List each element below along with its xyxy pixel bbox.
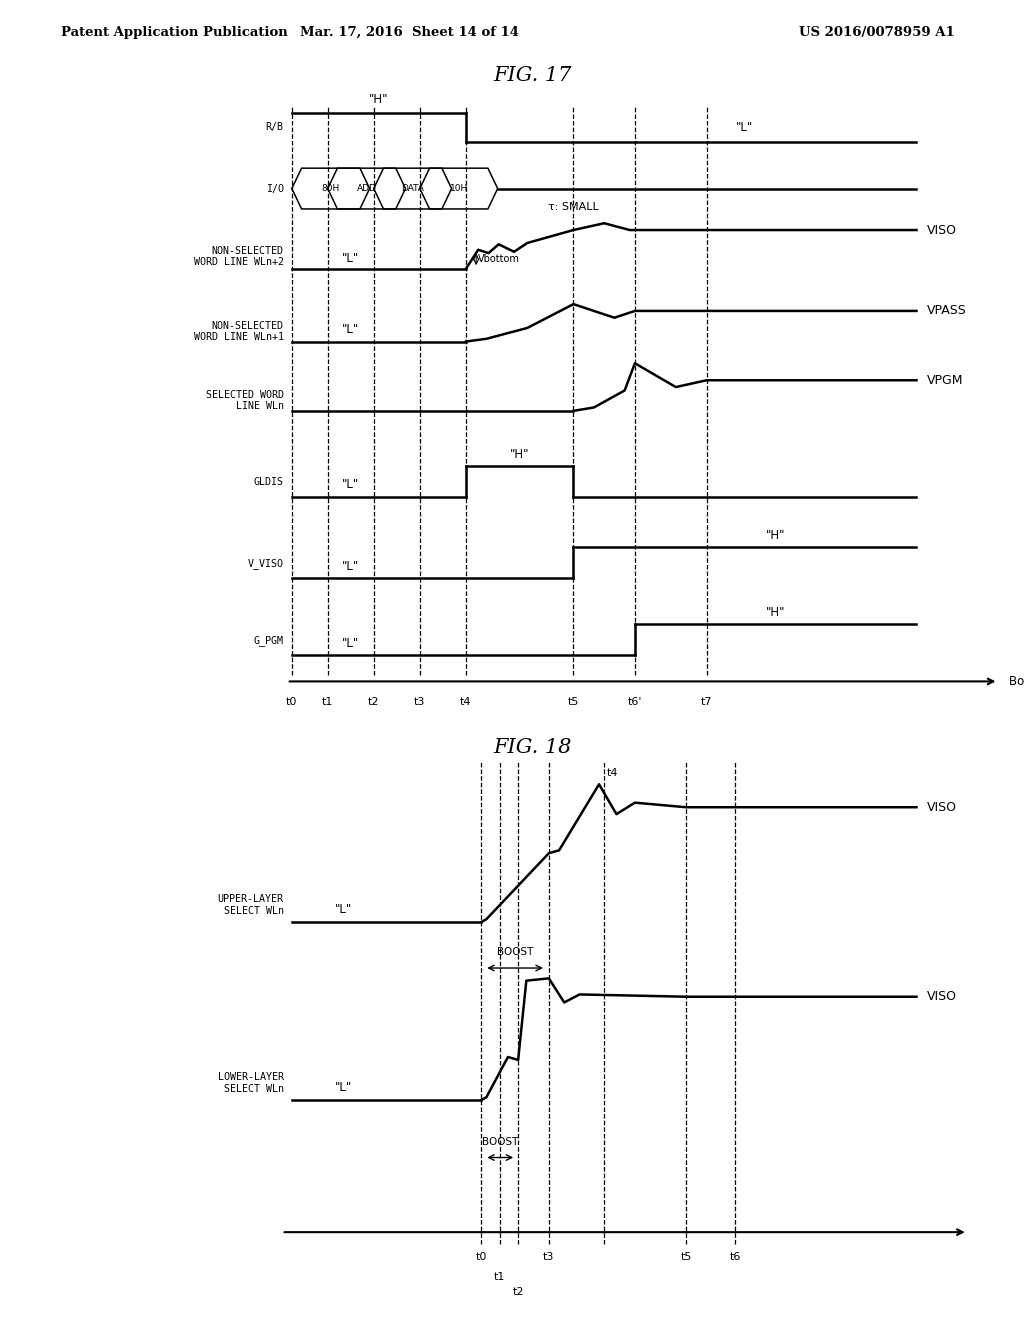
Text: t2: t2 <box>512 1253 524 1262</box>
Text: "L": "L" <box>342 252 359 265</box>
Text: t3: t3 <box>543 1253 555 1262</box>
Text: ADD: ADD <box>356 183 377 193</box>
Text: VISO: VISO <box>927 223 956 236</box>
Text: t4: t4 <box>460 697 472 708</box>
Text: τ: SMALL: τ: SMALL <box>548 202 599 211</box>
Text: t1: t1 <box>494 1253 506 1262</box>
Text: 80H: 80H <box>322 183 340 193</box>
Text: "H": "H" <box>369 92 389 106</box>
Text: t7: t7 <box>700 697 713 708</box>
Text: R/B: R/B <box>265 123 284 132</box>
Text: "L": "L" <box>342 478 359 491</box>
Text: Mar. 17, 2016  Sheet 14 of 14: Mar. 17, 2016 Sheet 14 of 14 <box>300 26 519 40</box>
Text: t0: t0 <box>475 1253 487 1262</box>
Text: Bottom WL: Bottom WL <box>1009 675 1024 688</box>
Text: t5: t5 <box>680 1253 692 1262</box>
Text: SELECTED WORD
LINE WLn: SELECTED WORD LINE WLn <box>206 389 284 412</box>
Text: VPGM: VPGM <box>927 374 964 387</box>
Text: t0: t0 <box>286 697 298 708</box>
Text: "H": "H" <box>766 606 785 619</box>
Text: "L": "L" <box>342 323 359 337</box>
Text: "L": "L" <box>736 121 754 135</box>
Text: t5: t5 <box>567 697 580 708</box>
Text: "H": "H" <box>766 529 785 543</box>
Text: FIG. 18: FIG. 18 <box>494 738 571 758</box>
Text: V_VISO: V_VISO <box>248 558 284 569</box>
Text: "L": "L" <box>335 1081 351 1094</box>
Text: NON-SELECTED
WORD LINE WLn+2: NON-SELECTED WORD LINE WLn+2 <box>194 246 284 268</box>
Text: "L": "L" <box>335 903 351 916</box>
Text: t2: t2 <box>512 1253 524 1262</box>
Text: Patent Application Publication: Patent Application Publication <box>61 26 288 40</box>
Text: t6': t6' <box>628 697 642 708</box>
Text: t3: t3 <box>414 697 426 708</box>
Text: G_PGM: G_PGM <box>254 635 284 645</box>
Text: BOOST: BOOST <box>482 1137 518 1147</box>
Text: FIG. 17: FIG. 17 <box>494 66 571 86</box>
Text: t2: t2 <box>368 697 380 708</box>
Text: t1: t1 <box>494 1253 506 1262</box>
Text: "H": "H" <box>510 447 529 461</box>
Text: Vbottom: Vbottom <box>478 255 520 264</box>
Text: UPPER-LAYER
SELECT WLn: UPPER-LAYER SELECT WLn <box>218 894 284 916</box>
Text: "L": "L" <box>342 560 359 573</box>
Text: GLDIS: GLDIS <box>254 478 284 487</box>
Text: "L": "L" <box>342 636 359 649</box>
Text: 10H: 10H <box>450 183 468 193</box>
Text: BOOST: BOOST <box>497 948 534 957</box>
Text: VISO: VISO <box>927 990 956 1003</box>
Text: VISO: VISO <box>927 801 956 813</box>
Text: t6: t6 <box>729 1253 741 1262</box>
Text: DATA: DATA <box>401 183 424 193</box>
Text: LOWER-LAYER
SELECT WLn: LOWER-LAYER SELECT WLn <box>218 1072 284 1094</box>
Text: I/O: I/O <box>265 183 284 194</box>
Text: t1: t1 <box>322 697 334 708</box>
Text: t1: t1 <box>494 1272 506 1282</box>
Text: t2: t2 <box>512 1287 524 1296</box>
Text: VPASS: VPASS <box>927 305 967 317</box>
Text: t4: t4 <box>606 768 618 777</box>
Text: NON-SELECTED
WORD LINE WLn+1: NON-SELECTED WORD LINE WLn+1 <box>194 321 284 342</box>
Text: US 2016/0078959 A1: US 2016/0078959 A1 <box>799 26 954 40</box>
